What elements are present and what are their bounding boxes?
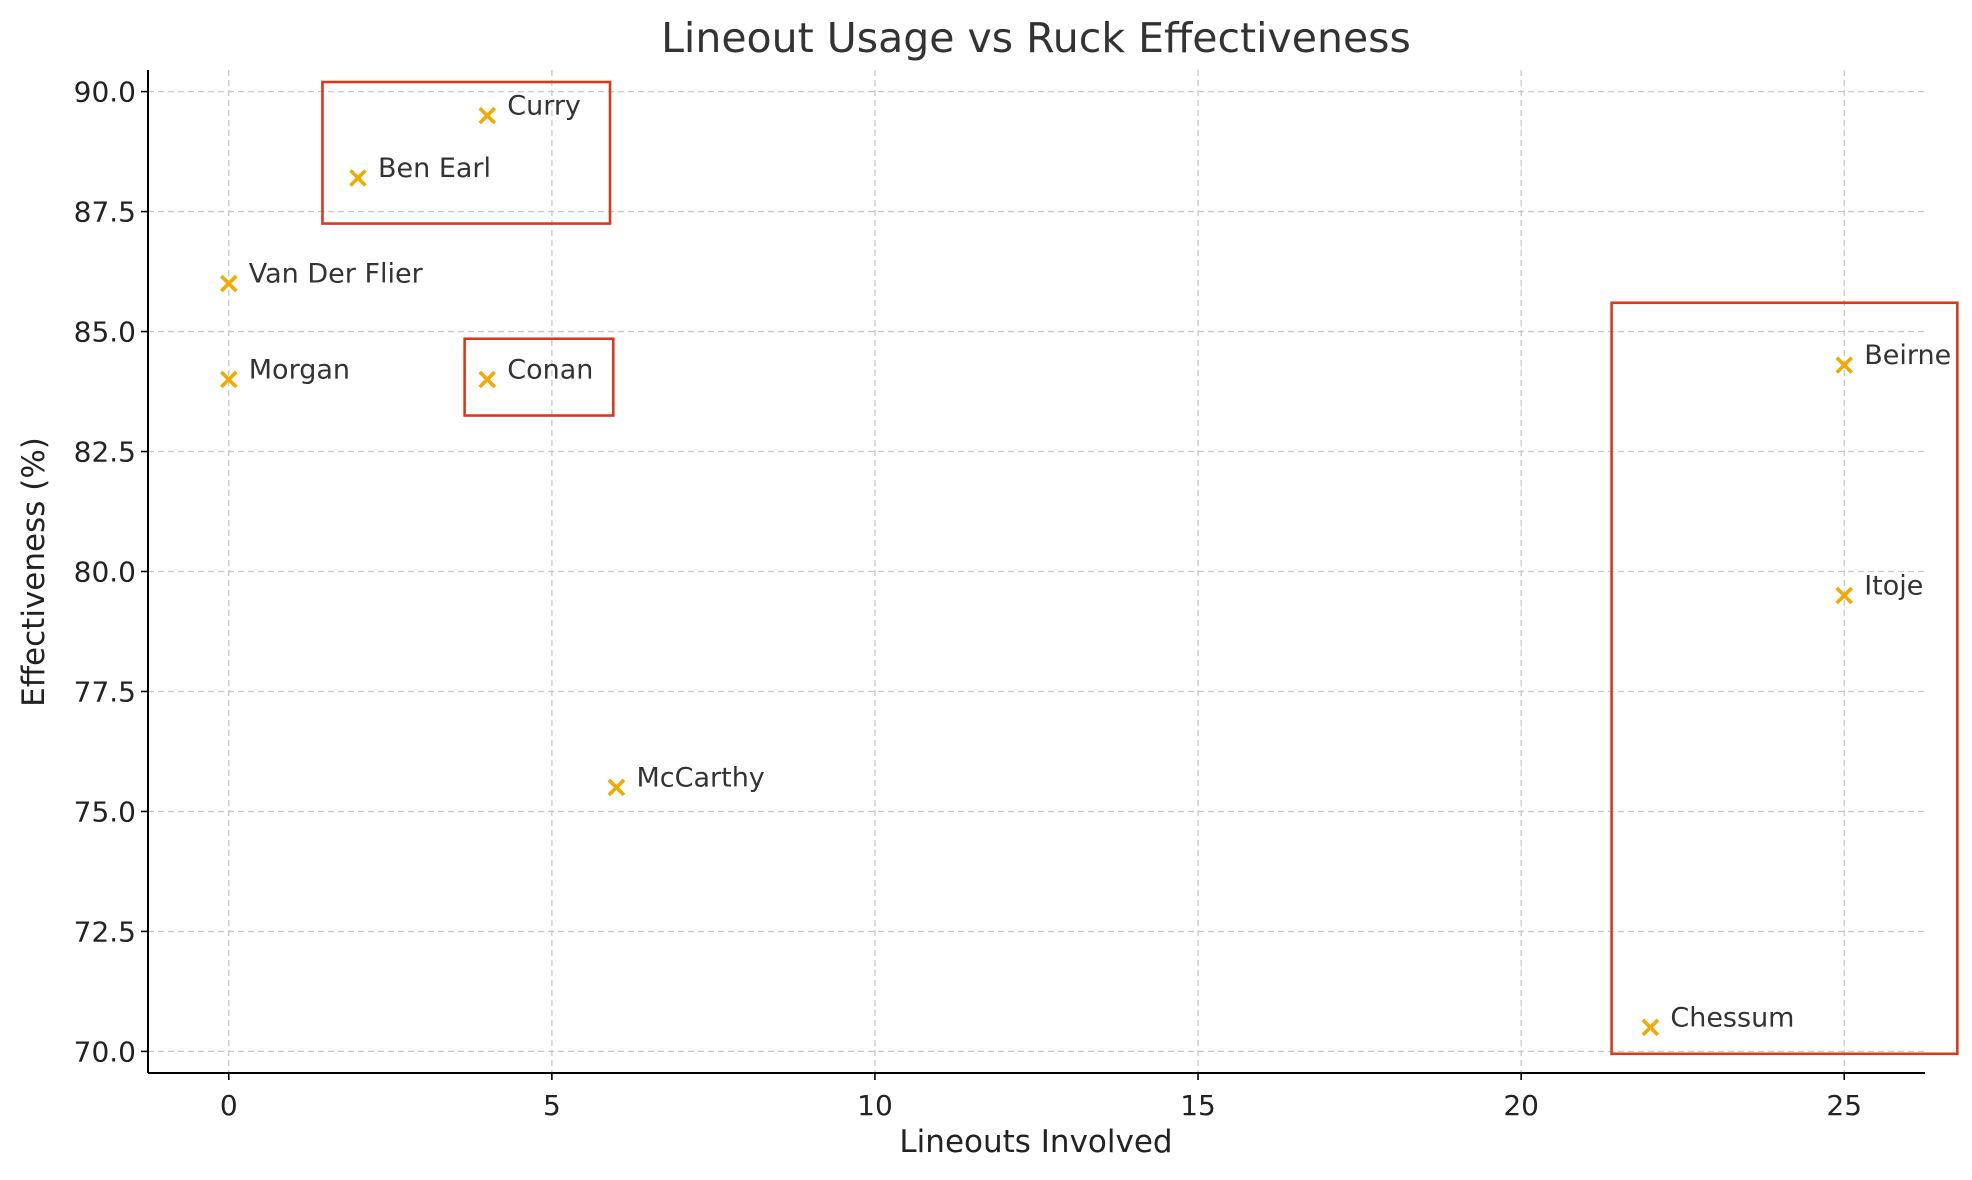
x-tick-label: 15	[1180, 1089, 1216, 1122]
point-label: McCarthy	[636, 762, 764, 793]
chart-title: Lineout Usage vs Ruck Effectiveness	[661, 14, 1411, 62]
data-point	[1641, 1018, 1660, 1037]
data-points: Curry Ben Earl Van Der Flier Morgan Conan McC…	[219, 91, 1951, 1037]
marker-stroke	[1835, 586, 1854, 605]
x-tick-label: 5	[543, 1089, 561, 1122]
x-tick-label: 25	[1826, 1089, 1862, 1122]
data-point	[1835, 586, 1854, 605]
data-point	[1835, 356, 1854, 374]
point-label: Conan	[507, 355, 593, 386]
data-point	[478, 370, 497, 389]
point-label: Van Der Flier	[249, 259, 424, 290]
marker-stroke	[219, 274, 238, 293]
grid	[148, 70, 1925, 1073]
point-label: Curry	[507, 91, 581, 122]
point-label: Itoje	[1864, 570, 1923, 601]
point-label: Ben Earl	[378, 153, 491, 184]
marker-stroke	[1835, 356, 1854, 374]
highlight-boxes	[321, 80, 1959, 1056]
axes	[141, 70, 1925, 1080]
x-tick-label: 0	[220, 1089, 238, 1122]
point-label: Morgan	[249, 355, 350, 386]
marker-stroke	[607, 778, 626, 797]
marker-stroke	[219, 370, 238, 389]
point-label: Chessum	[1670, 1002, 1794, 1033]
y-tick-label: 70.0	[74, 1035, 136, 1068]
marker-stroke	[478, 370, 497, 389]
y-tick-label: 87.5	[74, 196, 136, 229]
data-point	[349, 169, 367, 187]
y-axis-title: Effectiveness (%)	[16, 437, 52, 707]
y-tick-label: 77.5	[74, 675, 136, 708]
data-point	[607, 778, 626, 797]
data-point	[219, 370, 238, 389]
y-tick-label: 75.0	[74, 795, 136, 828]
tick-labels: 0 5 10 15 20 25 70.0 72.5 75.0 77.5 80.0 82.5 85.0 87…	[74, 76, 1862, 1122]
marker-stroke	[1641, 1018, 1660, 1037]
data-point	[478, 106, 497, 125]
y-tick-label: 82.5	[74, 436, 136, 469]
y-tick-label: 90.0	[74, 76, 136, 109]
highlight-box	[463, 337, 615, 417]
y-tick-label: 85.0	[74, 316, 136, 349]
x-tick-label: 10	[857, 1089, 893, 1122]
x-axis-title: Lineouts Involved	[899, 1124, 1172, 1160]
data-point	[219, 274, 238, 293]
y-tick-label: 72.5	[74, 915, 136, 948]
x-tick-label: 20	[1503, 1089, 1539, 1122]
highlight-box	[1610, 301, 1959, 1056]
y-tick-label: 80.0	[74, 556, 136, 589]
highlight-box	[321, 80, 612, 225]
marker-stroke	[349, 169, 367, 187]
marker-stroke	[478, 106, 497, 125]
point-label: Beirne	[1864, 340, 1951, 371]
